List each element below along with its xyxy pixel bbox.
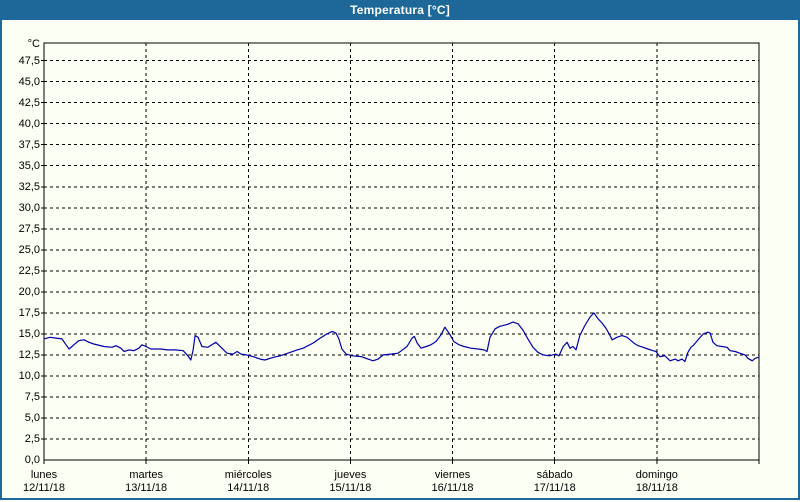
day-date: 12/11/18 (22, 482, 65, 494)
chart-area: 0,0 2,5 5,0 7,5 10,0 12,5 15,0 17,5 20,0 22,5 25,0… (0, 20, 800, 502)
plot-border (43, 42, 760, 461)
y-axis-tick-label: 45,0 (18, 75, 40, 88)
day-name: viernes (434, 469, 471, 481)
y-axis-tick-label: 37,5 (18, 138, 40, 151)
title-bar: Temperatura [°C] (0, 0, 800, 20)
y-axis-tick-label: 5,0 (24, 411, 40, 424)
y-axis-tick-label: 47,5 (18, 54, 40, 67)
x-axis-day-label: miércoles 14/11/18 (198, 469, 298, 495)
y-axis-tick-label: 2,5 (24, 432, 40, 445)
day-date: 17/11/18 (533, 482, 576, 494)
y-axis-tick-label: 7,5 (24, 390, 40, 403)
y-axis-tick-label: 20,0 (18, 285, 40, 298)
temperature-line (43, 312, 759, 363)
x-axis-day-label: martes 13/11/18 (96, 469, 196, 495)
y-axis-tick-label: 27,5 (18, 222, 40, 235)
grid-lines (41, 43, 760, 464)
day-name: domingo (635, 469, 678, 481)
y-axis-unit-label: °C (27, 38, 40, 50)
y-axis-tick-label: 12,5 (18, 348, 40, 361)
day-date: 18/11/18 (635, 482, 678, 494)
y-axis-tick-label: 30,0 (18, 201, 40, 214)
window-title: Temperatura [°C] (350, 3, 450, 17)
day-date: 13/11/18 (125, 482, 168, 494)
day-date: 16/11/18 (431, 482, 474, 494)
y-axis-tick-label: 17,5 (18, 306, 40, 319)
y-axis-tick-label: 10,0 (18, 369, 40, 382)
x-axis-day-label: domingo 18/11/18 (607, 469, 707, 495)
day-name: lunes (30, 469, 58, 481)
x-axis-day-label: viernes 16/11/18 (403, 469, 503, 495)
x-axis-day-label: lunes 12/11/18 (0, 469, 94, 495)
y-axis-tick-label: 0,0 (24, 454, 40, 466)
day-date: 14/11/18 (227, 482, 270, 494)
temperature-chart (41, 42, 760, 464)
day-name: sábado (536, 469, 573, 481)
y-axis-tick-label: 25,0 (18, 243, 40, 256)
y-axis-tick-label: 32,5 (18, 180, 40, 193)
day-name: martes (129, 469, 163, 481)
day-name: jueves (334, 469, 367, 481)
y-axis-tick-label: 42,5 (18, 96, 40, 109)
day-name: miércoles (224, 469, 272, 481)
x-axis-day-label: jueves 15/11/18 (300, 469, 400, 495)
y-axis-tick-label: 22,5 (18, 264, 40, 277)
x-axis-day-label: sábado 17/11/18 (505, 469, 605, 495)
y-axis-tick-label: 40,0 (18, 117, 40, 130)
y-axis-tick-label: 35,0 (18, 159, 40, 172)
day-date: 15/11/18 (329, 482, 372, 494)
y-axis-tick-label: 15,0 (18, 327, 40, 340)
